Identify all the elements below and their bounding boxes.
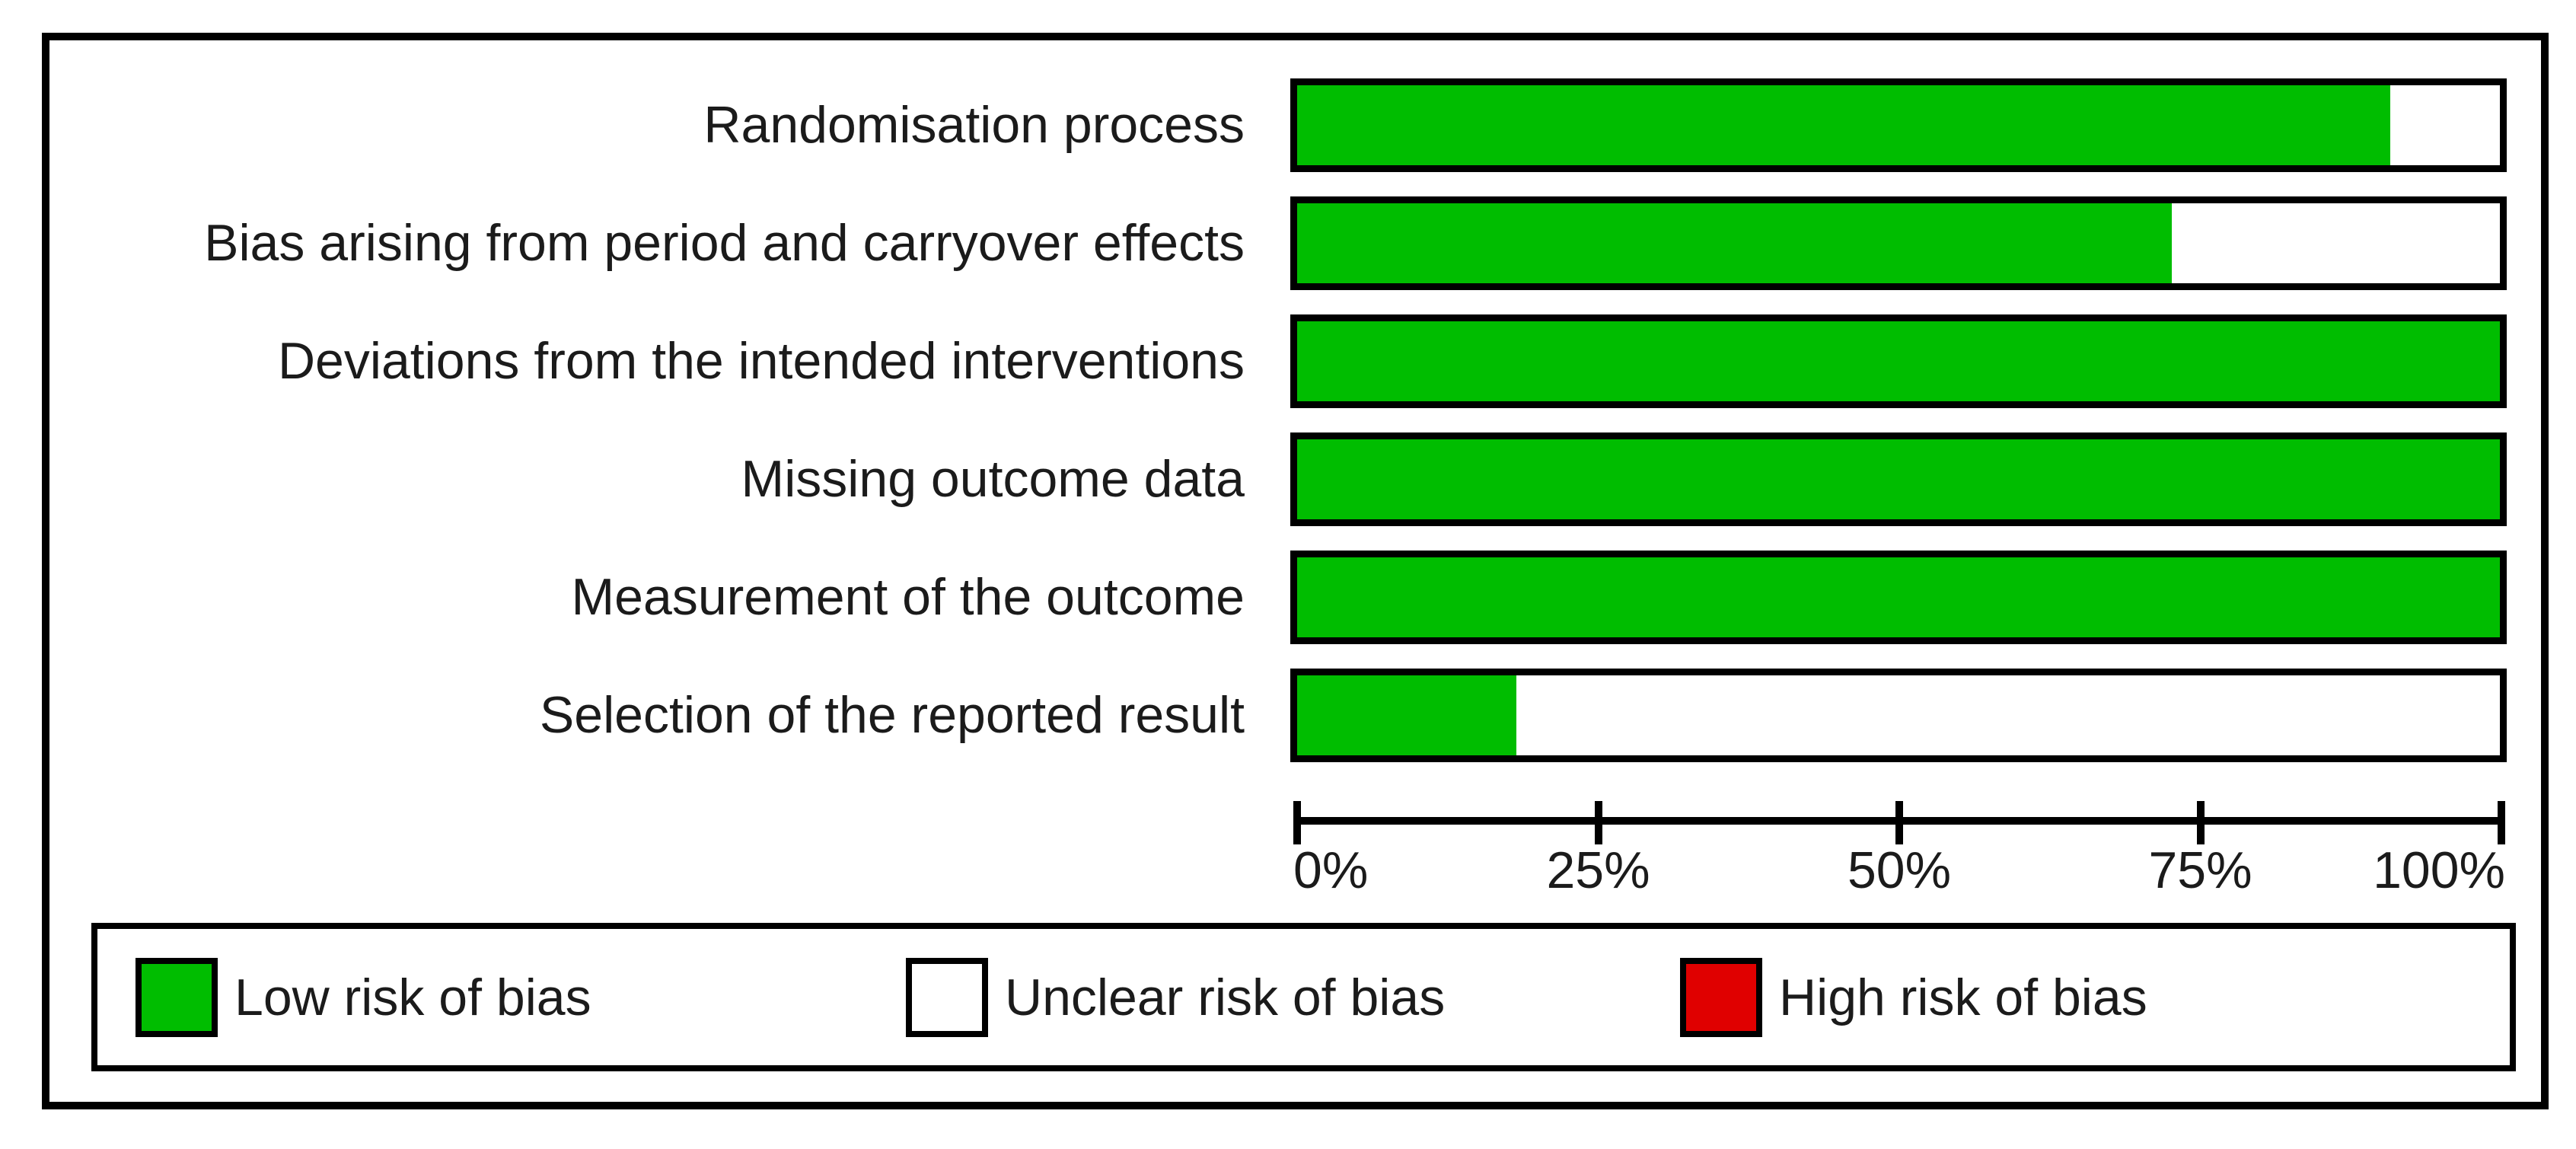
legend-item: High risk of bias: [1680, 929, 2147, 1065]
bar-segment-low-risk: [1297, 557, 2500, 637]
bar-segment-low-risk: [1297, 675, 1516, 755]
stacked-bar: [1290, 196, 2507, 290]
stacked-bar: [1290, 314, 2507, 408]
x-axis-tick: [1293, 801, 1301, 844]
bar-row: Randomisation process: [49, 78, 2541, 172]
category-label: Deviations from the intended interventio…: [277, 332, 1245, 390]
bar-segment-low-risk: [1297, 203, 2172, 283]
bar-segment-low-risk: [1297, 321, 2500, 401]
category-label: Measurement of the outcome: [571, 568, 1245, 626]
x-axis-tick-label: 75%: [2148, 841, 2252, 899]
chart-frame: Randomisation process Bias arising from p…: [42, 33, 2549, 1109]
bar-row: Selection of the reported result: [49, 669, 2541, 762]
legend-item: Unclear risk of bias: [906, 929, 1445, 1065]
bar-segment-low-risk: [1297, 439, 2500, 519]
category-label: Bias arising from period and carryover e…: [204, 214, 1245, 272]
bar-row: Missing outcome data: [49, 432, 2541, 526]
legend-swatch-low-risk: [135, 957, 218, 1037]
legend-swatch-unclear-risk: [906, 957, 988, 1037]
legend: Low risk of bias Unclear risk of bias High…: [91, 923, 2516, 1071]
bar-segment-unclear-risk: [2390, 85, 2500, 165]
x-axis: 0% 25% 50% 75% 100%: [1293, 40, 2505, 1102]
category-label: Randomisation process: [703, 96, 1245, 154]
stacked-bar: [1290, 432, 2507, 526]
x-axis-tick: [2196, 801, 2205, 844]
category-label: Selection of the reported result: [539, 686, 1245, 744]
x-axis-tick-label: 50%: [1847, 841, 1952, 899]
legend-swatch-high-risk: [1680, 957, 1762, 1037]
legend-item-label: Unclear risk of bias: [1005, 968, 1446, 1026]
bar-segment-unclear-risk: [2171, 203, 2500, 283]
bar-row: Deviations from the intended interventio…: [49, 314, 2541, 408]
stacked-bar: [1290, 551, 2507, 644]
legend-item: Low risk of bias: [135, 929, 591, 1065]
legend-item-label: Low risk of bias: [234, 968, 591, 1026]
x-axis-tick-label: 100%: [2373, 841, 2505, 899]
category-label: Missing outcome data: [741, 450, 1245, 508]
stacked-bar: [1290, 78, 2507, 172]
bar-segment-low-risk: [1297, 85, 2391, 165]
x-axis-tick: [1895, 801, 1903, 844]
bar-row: Measurement of the outcome: [49, 551, 2541, 644]
x-axis-tick: [1594, 801, 1602, 844]
bar-row: Bias arising from period and carryover e…: [49, 196, 2541, 290]
legend-item-label: High risk of bias: [1779, 968, 2147, 1026]
x-axis-tick-label: 25%: [1546, 841, 1650, 899]
bar-segment-unclear-risk: [1516, 675, 2500, 755]
x-axis-tick: [2498, 801, 2505, 844]
x-axis-tick-label: 0%: [1293, 841, 1369, 899]
stacked-bar: [1290, 669, 2507, 762]
